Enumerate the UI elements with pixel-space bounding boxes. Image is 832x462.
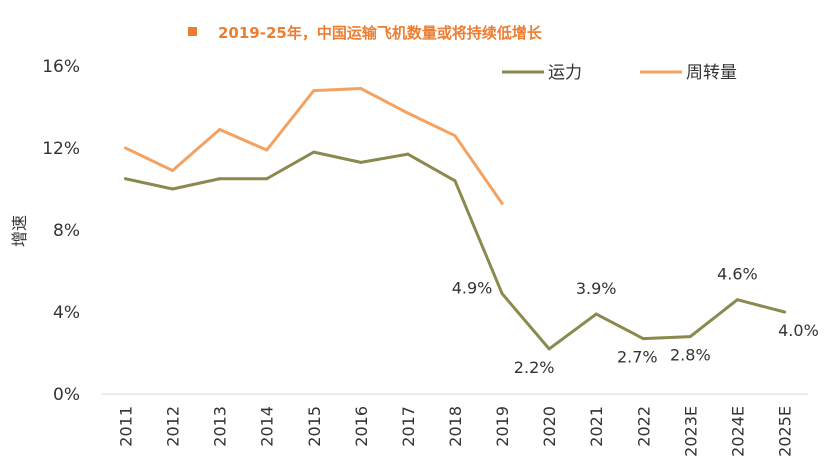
- y-tick-label: 16%: [42, 57, 80, 77]
- data-point: [124, 177, 128, 181]
- data-point: [265, 148, 269, 152]
- x-tick-label: 2019: [493, 406, 512, 447]
- data-point: [594, 312, 598, 316]
- x-tick-label: 2017: [399, 406, 418, 447]
- x-tick-label: 2012: [164, 406, 183, 447]
- data-point: [688, 335, 692, 339]
- data-point: [218, 128, 222, 132]
- data-point: [453, 134, 457, 138]
- x-tick-label: 2022: [634, 406, 653, 447]
- title-marker-icon: [188, 27, 197, 36]
- x-tick-label: 2025E: [775, 406, 794, 457]
- data-point: [500, 201, 504, 205]
- data-point: [265, 177, 269, 181]
- x-tick-label: 2023E: [681, 406, 700, 457]
- data-label: 3.9%: [576, 279, 617, 298]
- y-tick-label: 0%: [53, 385, 80, 405]
- data-label: 2.2%: [514, 358, 555, 377]
- chart-title: 2019-25年，中国运输飞机数量或将持续低增长: [218, 24, 543, 42]
- data-point: [171, 169, 175, 173]
- data-point: [359, 87, 363, 91]
- legend-label-1: 运力: [548, 63, 582, 83]
- data-point: [171, 187, 175, 191]
- y-tick-label: 12%: [42, 139, 80, 159]
- data-point: [406, 152, 410, 156]
- data-label: 4.6%: [717, 265, 758, 284]
- y-tick-label: 8%: [53, 221, 80, 241]
- x-tick-label: 2021: [587, 406, 606, 447]
- x-tick-label: 2016: [352, 406, 371, 447]
- x-tick-label: 2020: [540, 406, 559, 447]
- x-tick-label: 2015: [305, 406, 324, 447]
- y-tick-label: 4%: [53, 303, 80, 323]
- data-point: [453, 179, 457, 183]
- data-point: [359, 160, 363, 164]
- legend-label-2: 周转量: [686, 63, 737, 83]
- data-point: [500, 292, 504, 296]
- data-point: [735, 298, 739, 302]
- data-point: [124, 146, 128, 150]
- data-point: [218, 177, 222, 181]
- data-point: [312, 89, 316, 93]
- data-label: 2.7%: [617, 348, 658, 367]
- x-tick-label: 2024E: [728, 406, 747, 457]
- y-axis-label: 增速: [10, 215, 29, 247]
- data-point: [547, 347, 551, 351]
- data-label: 4.0%: [778, 321, 819, 340]
- data-point: [641, 337, 645, 341]
- data-point: [782, 310, 786, 314]
- x-tick-label: 2018: [446, 406, 465, 447]
- data-label: 4.9%: [452, 279, 493, 298]
- data-point: [406, 111, 410, 115]
- x-tick-label: 2013: [211, 406, 230, 447]
- data-point: [312, 150, 316, 154]
- data-label: 2.8%: [670, 346, 711, 365]
- x-tick-label: 2014: [258, 406, 277, 447]
- x-tick-label: 2011: [117, 406, 136, 447]
